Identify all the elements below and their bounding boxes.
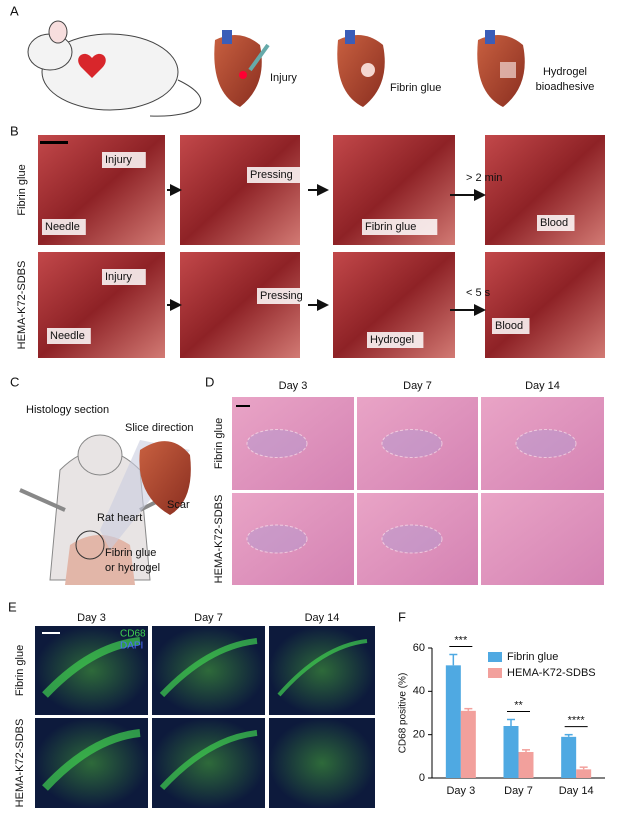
legend-swatch [488,652,502,662]
annotation: Fibrin glue [105,547,156,559]
bar [518,752,534,778]
label-bg [102,152,146,168]
column-label: Day 7 [403,380,432,392]
scale-bar [236,405,250,407]
x-tick-label: Day 3 [446,785,475,797]
scale-bar [42,632,60,634]
legend-label: Fibrin glue [507,651,558,663]
scar-outline [246,524,308,554]
cd68-signal [42,729,141,791]
significance-label: **** [568,715,586,727]
fluorescence-image [269,626,375,715]
annotation: Injury [270,72,297,84]
annotation: Injury [105,271,132,283]
annotation: Fibrin glue [365,221,416,233]
label-bg [247,167,304,183]
y-tick-label: 20 [413,729,425,741]
annotation: Needle [50,330,85,342]
column-label: Day 3 [77,612,106,624]
mouse-illustration [27,20,202,117]
row-label: Fibrin glue [14,645,26,696]
bar [445,665,461,778]
column-label: Day 14 [305,612,340,624]
cd68-signal [159,638,258,698]
label-bg [362,219,438,235]
annotation: Histology section [26,404,109,416]
label-bg [257,288,314,304]
bar [460,710,476,778]
scar-outline [515,429,577,458]
bar [561,736,577,778]
annotation: Pressing [260,290,303,302]
panel-label: F [398,609,406,624]
annotation: or hydrogel [105,562,160,574]
bar [503,726,519,778]
label-bg [367,332,424,348]
row-label: Fibrin glue [213,418,225,469]
label-bg [537,215,575,231]
annotation: Fibrin glue [390,82,441,94]
x-tick-label: Day 14 [559,785,594,797]
column-label: Day 3 [279,380,308,392]
panel-label: B [10,123,19,138]
label-bg [42,219,86,235]
label-bg [492,318,530,334]
x-tick-label: Day 7 [504,785,533,797]
annotation: Injury [105,154,132,166]
row-label: HEMA-K72-SDBS [213,495,225,584]
bar [576,769,592,778]
row-label: Fibrin glue [16,164,28,215]
scar-outline [246,429,308,458]
row-label: HEMA-K72-SDBS [14,719,26,808]
annotation: Blood [540,217,568,229]
cd68-signal [277,639,368,697]
cd68-signal [159,730,258,791]
scale-bar [40,141,68,144]
y-tick-label: 60 [413,642,425,654]
y-axis-label: CD68 positive (%) [398,673,409,754]
stain-label: DAPI [120,641,143,652]
panel-label: C [10,374,19,389]
annotation: < 5 s [466,287,491,299]
photo [485,252,605,358]
panel-label: D [205,374,214,389]
scar-outline [381,429,443,458]
column-label: Day 14 [525,380,560,392]
photo [180,252,300,358]
annotation: > 2 min [466,172,502,184]
panel-label: E [8,599,17,614]
y-tick-label: 0 [419,772,425,784]
legend-label: HEMA-K72-SDBS [507,667,596,679]
fluorescence-image [269,718,375,808]
panel-label: A [10,3,19,18]
legend-swatch [488,668,502,678]
annotation: Rat heart [97,512,142,524]
photo [180,135,300,245]
annotation: Hydrogel [543,66,587,78]
row-label: HEMA-K72-SDBS [16,261,28,350]
heart-illustrations [214,30,525,107]
y-tick-label: 40 [413,685,425,697]
column-label: Day 7 [194,612,223,624]
significance-label: ** [514,699,523,711]
cd68-signal [42,637,141,698]
scar-outline [381,524,443,554]
annotation: Needle [45,221,80,233]
annotation: Hydrogel [370,334,414,346]
label-bg [47,328,91,344]
rat-illustration [19,434,191,585]
histology-image [481,493,604,585]
label-bg [102,269,146,285]
annotation: Blood [495,320,523,332]
annotation: Slice direction [125,422,193,434]
stain-label: CD68 [120,629,146,640]
annotation: Scar [167,499,190,511]
annotation: Pressing [250,169,293,181]
significance-label: *** [454,634,468,646]
annotation: bioadhesive [536,81,595,93]
